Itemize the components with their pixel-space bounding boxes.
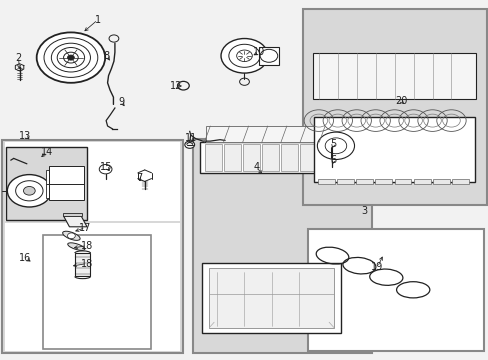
Bar (328, 156, 334, 158)
Bar (75, 253, 90, 276)
Bar (299, 144, 316, 171)
Circle shape (317, 132, 354, 159)
Bar (206, 126, 343, 142)
Text: 2: 2 (16, 53, 21, 63)
Bar (49, 166, 84, 184)
Bar (318, 144, 335, 171)
Text: 18: 18 (81, 258, 93, 269)
Circle shape (23, 186, 35, 195)
Bar (46, 170, 59, 184)
Text: 17: 17 (79, 222, 92, 233)
Bar (307, 229, 483, 351)
Bar (243, 144, 260, 171)
Circle shape (37, 32, 105, 83)
Polygon shape (62, 213, 82, 216)
Bar (46, 184, 59, 198)
Text: 4: 4 (253, 162, 259, 172)
Ellipse shape (62, 231, 80, 240)
Bar (451, 179, 468, 184)
Bar (6, 147, 87, 220)
Bar (355, 179, 372, 184)
Bar (375, 179, 391, 184)
Text: 8: 8 (103, 51, 109, 61)
Text: 19: 19 (370, 262, 383, 272)
Bar (5, 223, 180, 351)
Bar (432, 179, 449, 184)
Bar (5, 142, 180, 221)
Text: 5: 5 (330, 139, 336, 149)
Ellipse shape (67, 243, 85, 251)
Bar (413, 179, 429, 184)
Bar (303, 9, 486, 205)
Text: 12: 12 (169, 81, 182, 91)
Circle shape (260, 49, 277, 62)
Text: 7: 7 (136, 173, 142, 183)
Bar (312, 53, 475, 99)
Bar (259, 47, 278, 65)
Text: 20: 20 (394, 96, 407, 106)
Polygon shape (63, 216, 87, 227)
Bar (313, 117, 474, 182)
Bar (2, 140, 183, 353)
Text: 9: 9 (118, 96, 124, 107)
Text: 13: 13 (19, 131, 32, 141)
Bar (193, 139, 371, 353)
Text: 1: 1 (95, 15, 101, 25)
Text: 18: 18 (81, 240, 93, 251)
Bar (262, 144, 278, 171)
Bar (336, 179, 353, 184)
Text: 10: 10 (252, 47, 265, 57)
Text: 14: 14 (41, 147, 53, 157)
Bar (41, 235, 151, 350)
Bar (202, 263, 341, 333)
Text: 3: 3 (361, 206, 366, 216)
Text: 6: 6 (330, 155, 336, 165)
Circle shape (184, 141, 194, 148)
Text: 11: 11 (184, 132, 197, 143)
Bar (209, 268, 333, 328)
Bar (49, 182, 84, 200)
Bar (280, 144, 297, 171)
Circle shape (7, 175, 51, 207)
Circle shape (67, 233, 75, 239)
Bar (200, 142, 342, 173)
Bar (43, 235, 150, 349)
Circle shape (67, 55, 74, 60)
Bar (224, 144, 241, 171)
Bar (205, 144, 222, 171)
Circle shape (221, 39, 267, 73)
Text: 16: 16 (19, 253, 32, 264)
Text: 15: 15 (100, 162, 113, 172)
Bar (394, 179, 410, 184)
Bar (317, 179, 334, 184)
